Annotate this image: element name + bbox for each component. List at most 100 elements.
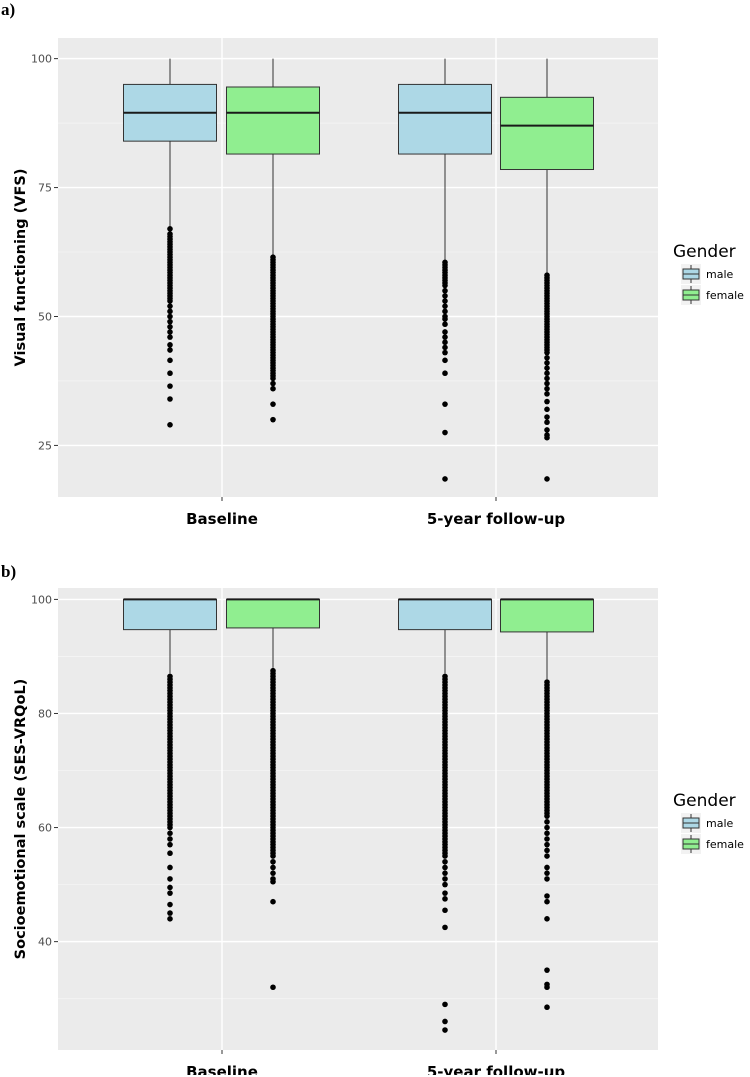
outlier-point bbox=[442, 876, 448, 882]
outlier-point bbox=[442, 334, 448, 340]
outlier-point bbox=[544, 434, 550, 441]
box-iqr bbox=[398, 83, 492, 155]
outlier-point bbox=[167, 890, 173, 896]
y-tick-label: 75 bbox=[38, 182, 52, 195]
outlier-point bbox=[442, 308, 448, 315]
y-tick-label: 100 bbox=[31, 53, 52, 66]
outlier-point bbox=[544, 375, 550, 382]
box-female-baseline bbox=[226, 598, 320, 991]
outlier-point bbox=[167, 324, 173, 330]
y-tick-label: 40 bbox=[38, 936, 52, 949]
box-iqr bbox=[500, 96, 594, 171]
x-category-label: Baseline bbox=[186, 1063, 258, 1075]
outlier-point bbox=[442, 890, 448, 896]
outlier-point bbox=[442, 287, 448, 294]
outlier-point bbox=[442, 401, 448, 407]
box-female-baseline bbox=[226, 58, 320, 423]
outlier-point bbox=[167, 347, 173, 353]
outlier-point bbox=[544, 847, 550, 854]
outlier-point bbox=[544, 365, 550, 371]
outlier-point bbox=[442, 858, 448, 865]
box-iqr bbox=[226, 598, 320, 629]
outlier-point bbox=[544, 1004, 550, 1011]
legend-label-male: male bbox=[706, 268, 734, 281]
outlier-point bbox=[544, 419, 550, 426]
outlier-point bbox=[442, 303, 448, 309]
x-category-label: 5-year follow-up bbox=[427, 1063, 566, 1075]
legend-title: Gender bbox=[673, 791, 736, 811]
outlier-point bbox=[442, 357, 448, 364]
outlier-point bbox=[544, 398, 550, 405]
box-male-5-year-follow-up bbox=[398, 58, 492, 482]
outlier-point bbox=[442, 864, 448, 871]
outlier-point bbox=[442, 329, 448, 335]
y-tick-label: 100 bbox=[31, 593, 52, 606]
outlier-point bbox=[544, 385, 550, 392]
outlier-point bbox=[442, 853, 448, 859]
outlier-point bbox=[270, 375, 276, 382]
outlier-point bbox=[270, 401, 276, 407]
y-axis-title: Socioemotional scale (SES-VRQoL) bbox=[13, 679, 29, 960]
chart-a-visual-functioning: 25 50 75 100 Baseline 5-year follow-up Visual … bbox=[13, 38, 744, 528]
outlier-point bbox=[544, 819, 550, 825]
outlier-point bbox=[544, 370, 550, 377]
outlier-point bbox=[544, 967, 550, 973]
box-iqr bbox=[500, 598, 594, 633]
y-tick-label: 80 bbox=[38, 707, 52, 720]
outlier-point bbox=[544, 836, 550, 842]
outlier-point bbox=[167, 383, 173, 389]
outlier-point bbox=[167, 342, 173, 348]
outlier-point bbox=[167, 876, 173, 882]
legend-label-male: male bbox=[706, 817, 734, 830]
plot-background bbox=[58, 588, 658, 1050]
outlier-point bbox=[544, 893, 550, 899]
outlier-point bbox=[167, 226, 173, 232]
outlier-point bbox=[167, 396, 173, 402]
outlier-point bbox=[167, 370, 173, 377]
outlier-point bbox=[167, 864, 173, 871]
outlier-point bbox=[544, 898, 550, 905]
outlier-point bbox=[442, 476, 448, 482]
outlier-point bbox=[167, 910, 173, 916]
outlier-point bbox=[442, 298, 448, 304]
outlier-point bbox=[167, 298, 173, 304]
outlier-point bbox=[544, 476, 550, 482]
outlier-point bbox=[167, 308, 173, 315]
outlier-point bbox=[167, 836, 173, 842]
outlier-point bbox=[270, 898, 276, 905]
outlier-point bbox=[544, 824, 550, 831]
outlier-point bbox=[167, 318, 173, 325]
outlier-point bbox=[167, 841, 173, 848]
box-iqr bbox=[226, 86, 320, 155]
outlier-point bbox=[442, 881, 448, 888]
outlier-point bbox=[442, 907, 448, 914]
panel-b-label: b) bbox=[1, 562, 17, 581]
outlier-point bbox=[270, 385, 276, 392]
outlier-point bbox=[167, 916, 173, 922]
box-iqr bbox=[398, 598, 492, 631]
outlier-point bbox=[544, 349, 550, 356]
outlier-point bbox=[544, 406, 550, 413]
outlier-point bbox=[544, 853, 550, 859]
legend-label-female: female bbox=[706, 289, 744, 302]
outlier-point bbox=[544, 427, 550, 433]
y-tick-label: 25 bbox=[38, 439, 52, 452]
outlier-point bbox=[544, 354, 550, 361]
outlier-point bbox=[270, 984, 276, 991]
outlier-point bbox=[270, 864, 276, 871]
outlier-point bbox=[270, 870, 276, 876]
outlier-point bbox=[167, 830, 173, 837]
outlier-point bbox=[442, 282, 448, 289]
outlier-point bbox=[167, 303, 173, 309]
y-axis-title: Visual functioning (VFS) bbox=[13, 169, 29, 367]
outlier-point bbox=[544, 870, 550, 876]
outlier-point bbox=[442, 896, 448, 902]
box-female-5-year-follow-up bbox=[500, 598, 594, 1011]
outlier-point bbox=[544, 916, 550, 922]
panel-a-label: a) bbox=[1, 0, 16, 19]
outlier-point bbox=[167, 329, 173, 335]
outlier-point bbox=[442, 316, 448, 322]
outlier-point bbox=[167, 421, 173, 428]
outlier-point bbox=[167, 313, 173, 320]
outlier-point bbox=[442, 429, 448, 436]
